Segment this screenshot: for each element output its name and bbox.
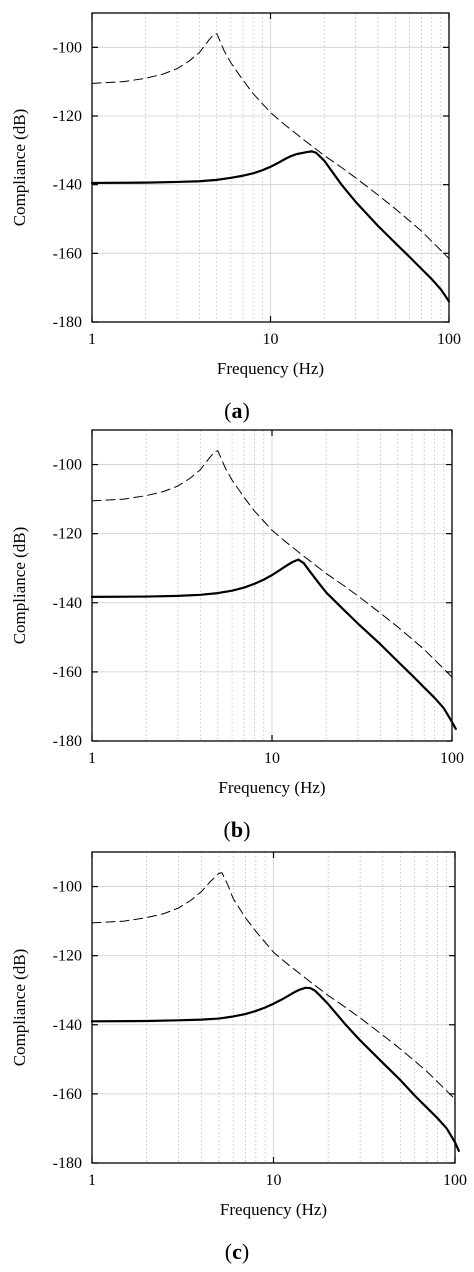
y-axis-label: Compliance (dB) <box>10 109 29 227</box>
y-tick-label: -180 <box>53 314 82 331</box>
series-line-dashed <box>91 450 453 678</box>
x-tick-label: 10 <box>266 1172 282 1189</box>
x-tick-label: 10 <box>264 750 280 767</box>
panel-label: (c) <box>225 1239 249 1264</box>
y-tick-label: -160 <box>53 664 82 681</box>
y-tick-label: -100 <box>53 457 82 474</box>
y-tick-label: -120 <box>53 948 82 965</box>
y-tick-label: -160 <box>53 1086 82 1103</box>
series-line-dashed <box>91 33 450 259</box>
y-tick-label: -180 <box>53 733 82 750</box>
x-axis-label: Frequency (Hz) <box>217 359 324 378</box>
x-tick-label: 10 <box>263 331 279 348</box>
y-tick-label: -160 <box>53 245 82 262</box>
y-tick-label: -140 <box>53 1017 82 1034</box>
x-tick-label: 1 <box>88 1172 96 1189</box>
x-tick-label: 1 <box>88 331 96 348</box>
x-axis-label: Frequency (Hz) <box>220 1200 327 1219</box>
y-tick-label: -120 <box>53 526 82 543</box>
chart-panel-a: 1 10 100 -100 -120 -140 -160 -180 Frequency (Hz)… <box>10 12 461 423</box>
panel-label: (a) <box>224 398 250 423</box>
y-axis-label: Compliance (dB) <box>10 527 29 645</box>
x-tick-label: 1 <box>88 750 96 767</box>
panel-label: (b) <box>224 817 251 842</box>
y-tick-label: -100 <box>53 879 82 896</box>
y-tick-label: -140 <box>53 177 82 194</box>
series-line-dashed <box>91 872 456 1100</box>
chart-panel-b: 1 10 100 -100 -120 -140 -160 -180 Frequency (Hz)… <box>10 429 464 842</box>
x-tick-label: 100 <box>443 1172 467 1189</box>
y-tick-label: -140 <box>53 595 82 612</box>
x-axis-label: Frequency (Hz) <box>218 778 325 797</box>
chart-panel-c: 1 10 100 -100 -120 -140 -160 -180 Frequency (Hz)… <box>10 851 467 1264</box>
y-tick-label: -180 <box>53 1155 82 1172</box>
y-tick-label: -120 <box>53 108 82 125</box>
x-tick-label: 100 <box>440 750 464 767</box>
y-tick-label: -100 <box>53 39 82 56</box>
y-axis-label: Compliance (dB) <box>10 949 29 1067</box>
series-line-solid <box>90 558 457 731</box>
x-tick-label: 100 <box>437 331 461 348</box>
series-line-solid <box>90 150 451 303</box>
series-line-solid <box>90 986 460 1153</box>
